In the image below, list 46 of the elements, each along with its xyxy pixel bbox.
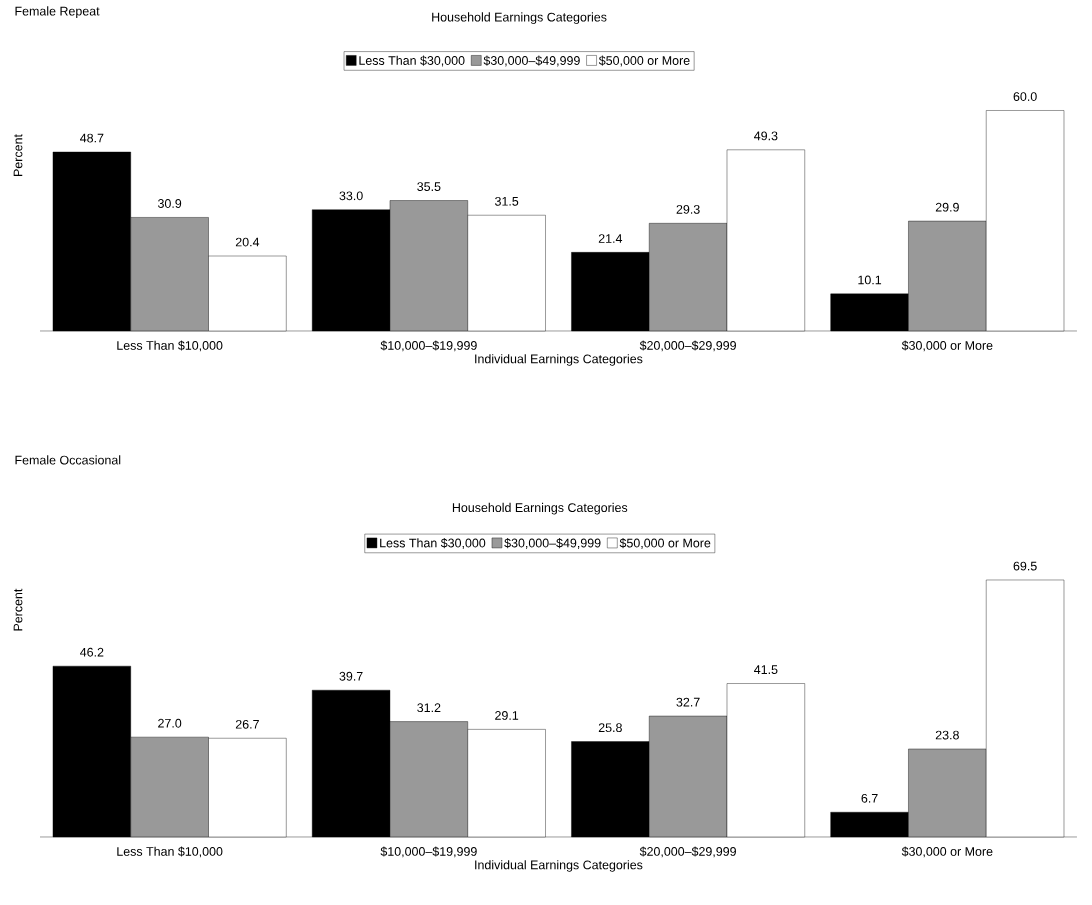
y-axis-title: Percent [13, 134, 23, 176]
legend-label: $50,000 or More [619, 538, 711, 549]
x-tick-label: $30,000 or More [901, 846, 993, 858]
data-label: 20.4 [235, 237, 260, 247]
data-label: 35.5 [417, 182, 441, 191]
data-label: 21.4 [598, 234, 623, 243]
legend-label: $30,000–$49,999 [483, 55, 580, 67]
data-label: 33.0 [339, 191, 363, 201]
legend-label: $50,000 or More [598, 55, 690, 67]
data-label: 27.0 [158, 718, 182, 728]
data-label: 23.8 [935, 730, 959, 740]
data-label: 26.7 [235, 719, 259, 729]
data-label: 29.3 [676, 204, 700, 214]
x-tick-label: Less Than $10,000 [117, 846, 223, 858]
chart-title: Female Repeat [15, 6, 100, 18]
data-label: 32.7 [676, 697, 700, 707]
x-axis-title: Individual Earnings Categories [475, 860, 643, 872]
x-axis-title: Individual Earnings Categories [475, 354, 643, 366]
data-label: 69.5 [1013, 561, 1037, 571]
data-label: 29.1 [495, 711, 519, 720]
x-tick-label: $10,000–$19,999 [380, 846, 477, 858]
data-label: 6.7 [861, 793, 878, 803]
data-label: 31.5 [494, 196, 519, 206]
data-label: 10.1 [858, 275, 882, 285]
x-tick-label: $20,000–$29,999 [639, 846, 736, 858]
legend-label: Less Than $30,000 [380, 538, 486, 549]
data-label: 49.3 [754, 131, 778, 141]
legend-label: Less Than $30,000 [359, 55, 465, 67]
data-label: 31.2 [417, 703, 441, 713]
data-label: 46.2 [80, 647, 104, 657]
legend-label: $30,000–$49,999 [504, 538, 601, 549]
data-label: 41.5 [754, 665, 778, 675]
data-label: 29.9 [935, 202, 959, 212]
legend-title: Household Earnings Categories [452, 502, 628, 515]
data-label: 60.0 [1013, 92, 1037, 101]
chart-title: Female Occasional [15, 455, 121, 465]
x-tick-label: $30,000 or More [901, 340, 993, 352]
x-tick-label: Less Than $10,000 [117, 340, 223, 352]
data-label: 25.8 [598, 723, 622, 733]
x-tick-label: $10,000–$19,999 [380, 340, 477, 352]
data-label: 48.7 [80, 133, 104, 143]
data-label: 39.7 [339, 671, 363, 681]
legend-title: Household Earnings Categories [432, 12, 607, 24]
data-label: 30.9 [157, 199, 182, 208]
y-axis-title: Percent [13, 588, 23, 631]
x-tick-label: $20,000–$29,999 [639, 340, 736, 352]
